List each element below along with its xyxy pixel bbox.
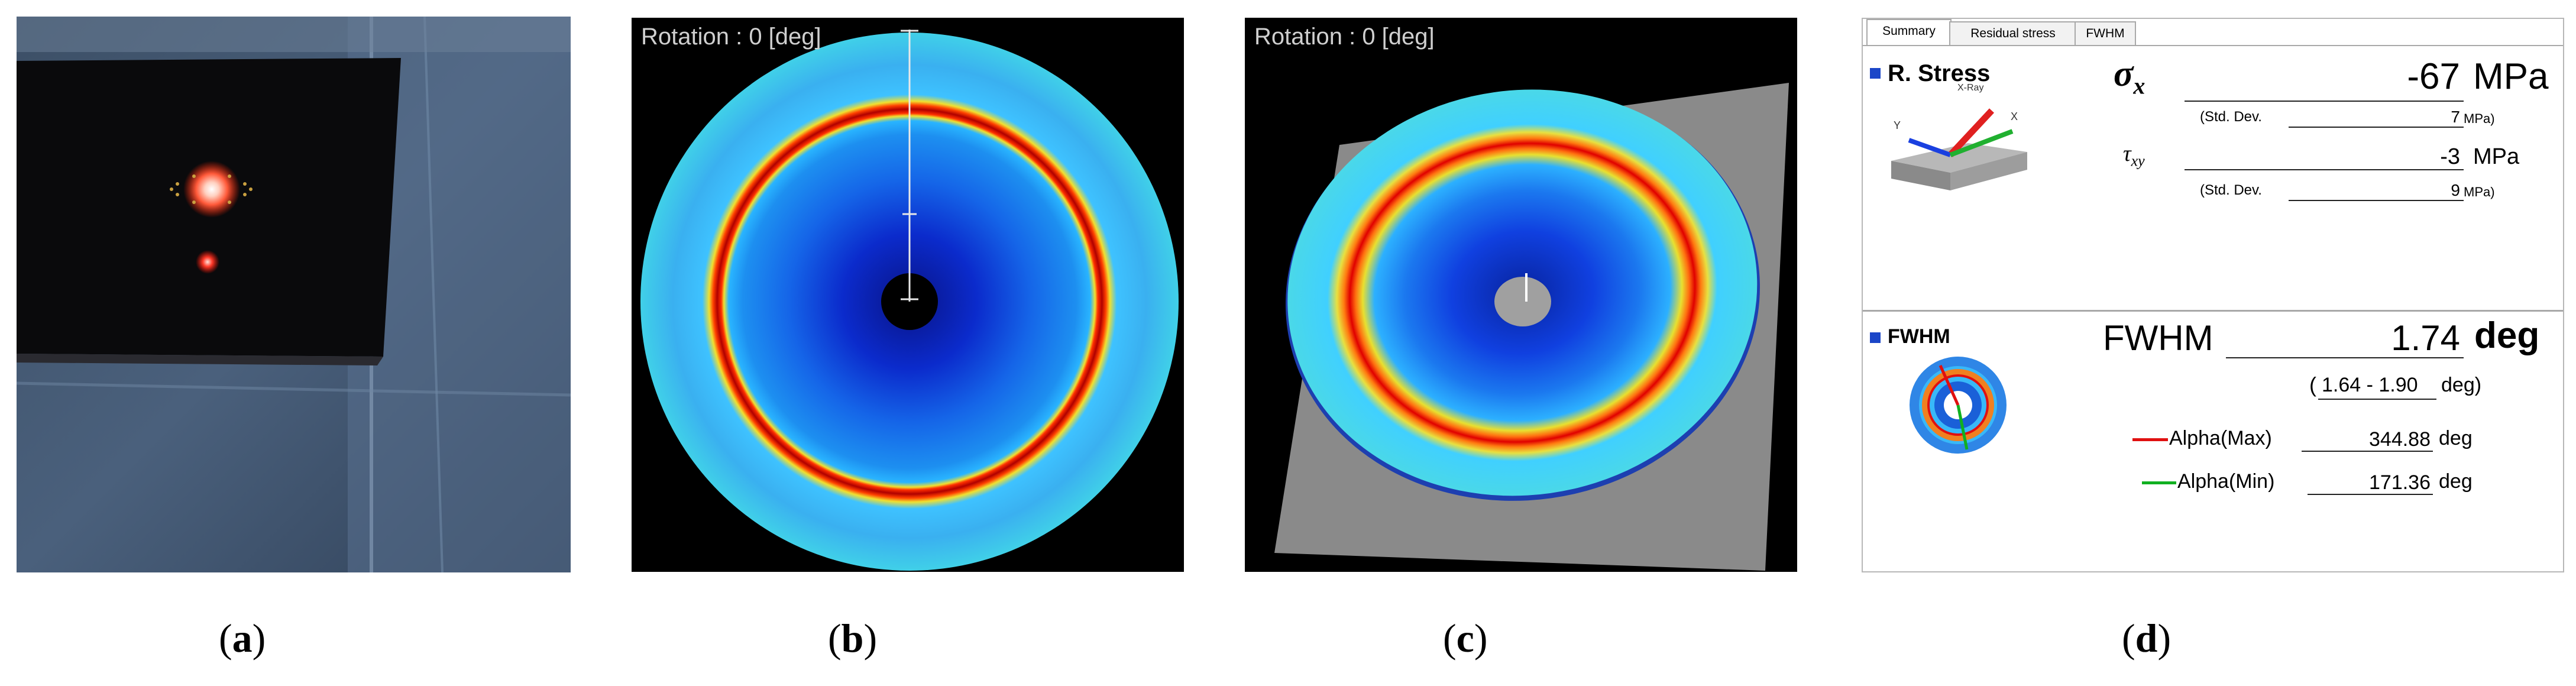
- alpha-max-underline: [2302, 451, 2433, 452]
- tau-unit: MPa: [2473, 144, 2520, 169]
- fwhm-label: FWHM: [2103, 318, 2213, 358]
- rotation-label: Rotation : 0 [deg]: [641, 24, 821, 50]
- section-bullet-icon: [1870, 68, 1881, 79]
- alpha-max-legend-line: [2132, 438, 2168, 441]
- xray-label: X-Ray: [1957, 83, 1984, 93]
- sigma-std-value: 7: [2451, 108, 2460, 126]
- sigma-value: -67: [2407, 56, 2460, 97]
- tab-fwhm[interactable]: FWHM: [2075, 21, 2136, 46]
- debye-ring-image: [640, 30, 1179, 571]
- y-axis-label: Y: [1894, 119, 1901, 131]
- sigma-underline: [2185, 101, 2464, 102]
- fwhm-range-value: 1.64 - 1.90: [2322, 374, 2418, 396]
- fwhm-ring-icon: [1908, 355, 2008, 455]
- tau-std-unit: MPa): [2464, 185, 2495, 199]
- section-divider: [1863, 310, 2563, 312]
- caption-b: (b): [828, 616, 878, 661]
- tau-std-underline: [2289, 200, 2464, 201]
- alpha-max-value: 344.88: [2369, 428, 2431, 451]
- debye-ring-view: Rotation : 0 [deg]: [632, 18, 1184, 572]
- fwhm-range-underline: [2318, 399, 2436, 400]
- alpha-min-label: Alpha(Min): [2177, 470, 2275, 493]
- caption-a: (a): [219, 616, 266, 661]
- alpha-min-underline: [2308, 494, 2433, 495]
- tau-std-label: (Std. Dev.: [2200, 182, 2262, 198]
- tab-residual-stress[interactable]: Residual stress: [1949, 21, 2077, 46]
- specimen-photo-image: [17, 17, 571, 572]
- section-bullet-icon: [1870, 332, 1881, 343]
- stress-axes-icon: [1879, 78, 2039, 196]
- fwhm-range-unit: deg): [2441, 374, 2482, 396]
- sigma-symbol: σx: [2114, 54, 2145, 99]
- tau-value: -3: [2440, 144, 2460, 169]
- alpha-min-value: 171.36: [2369, 471, 2431, 494]
- fwhm-range-open: (: [2309, 373, 2316, 397]
- tau-symbol: τxy: [2123, 141, 2145, 170]
- tab-underline: [1863, 45, 2563, 46]
- alpha-min-legend-line: [2142, 481, 2176, 484]
- ring-3d-image: [1274, 83, 1789, 571]
- fwhm-section-title: FWHM: [1888, 325, 1950, 348]
- rotation-label: Rotation : 0 [deg]: [1254, 24, 1435, 50]
- tau-std-value: 9: [2451, 181, 2460, 199]
- fwhm-underline: [2226, 357, 2464, 358]
- specimen-photo: [17, 17, 571, 572]
- alpha-max-unit: deg: [2439, 427, 2473, 449]
- fwhm-unit: deg: [2474, 315, 2540, 356]
- caption-c: (c): [1443, 616, 1488, 661]
- stress-section-title: R. Stress: [1888, 60, 1991, 86]
- tab-summary[interactable]: Summary: [1866, 19, 1952, 46]
- analysis-summary-panel: Summary Residual stress FWHM R. Stress X…: [1862, 18, 2564, 572]
- caption-d: (d): [2122, 616, 2172, 661]
- ring-3d-view: Rotation : 0 [deg]: [1245, 18, 1797, 572]
- sigma-unit: MPa: [2473, 56, 2549, 97]
- alpha-max-label: Alpha(Max): [2169, 427, 2272, 449]
- sigma-std-unit: MPa): [2464, 111, 2495, 126]
- fwhm-value: 1.74: [2391, 318, 2460, 358]
- alpha-min-unit: deg: [2439, 470, 2473, 493]
- tau-underline: [2185, 169, 2464, 170]
- sigma-std-underline: [2289, 127, 2464, 128]
- x-axis-label: X: [2011, 111, 2018, 122]
- sigma-std-label: (Std. Dev.: [2200, 109, 2262, 125]
